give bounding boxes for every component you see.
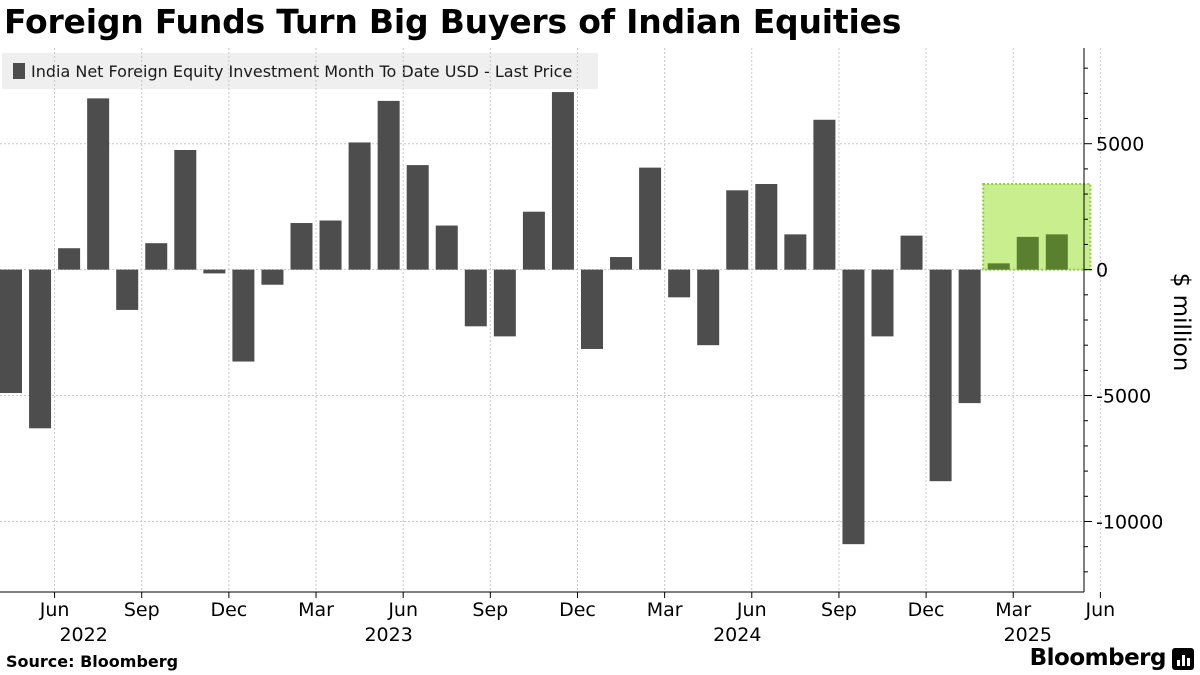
bar-jan-2025 [929,269,952,482]
x-tick-label-5: Sep [472,599,508,621]
y-tick-label-3: -10000 [1096,511,1163,533]
bar-may-2022 [0,269,22,394]
legend-label: India Net Foreign Equity Investment Mont… [31,61,573,81]
x-year-label-0: 2022 [59,624,107,646]
x-tick-label-8: Jun [736,599,767,621]
bar-mar-2023 [290,223,313,270]
y-axis-title: $ million [1168,273,1194,372]
bar-nov-2024 [871,269,894,337]
x-year-label-2: 2024 [713,624,761,646]
y-tick-label-2: -5000 [1096,386,1151,408]
bar-nov-2022 [174,150,197,270]
bar-mar-2024 [639,167,662,270]
bar-may-2023 [348,142,371,270]
bar-jun-2023 [377,100,400,270]
y-tick-label-0: 5000 [1096,134,1144,156]
bar-mar-2025 [987,263,1010,270]
brand-logo-text: Bloomberg [1029,645,1167,671]
y-tick-label-1: 0 [1096,260,1108,282]
bar-jul-2024 [755,184,778,270]
bar-feb-2025 [958,269,981,404]
bar-may-2024 [697,269,720,346]
legend-swatch [13,63,25,79]
x-year-label-3: 2025 [1004,624,1052,646]
bar-oct-2022 [145,243,168,270]
bar-jun-2024 [726,190,749,270]
bar-jul-2022 [58,248,81,270]
bar-oct-2023 [493,269,516,337]
bar-dec-2024 [900,235,923,270]
bar-jul-2023 [406,165,429,270]
bar-sep-2023 [464,269,487,327]
x-tick-label-11: Mar [995,599,1031,621]
bar-may-2025 [1045,234,1068,270]
bar-feb-2024 [610,257,633,270]
bar-dec-2022 [203,269,226,274]
chart-legend: India Net Foreign Equity Investment Mont… [2,53,598,89]
source-note: Source: Bloomberg [6,652,179,671]
bar-apr-2023 [319,220,342,270]
bar-apr-2025 [1016,236,1039,270]
bar-sep-2022 [116,269,139,310]
x-tick-label-2: Dec [210,599,247,621]
bar-jan-2024 [581,269,603,349]
bar-oct-2024 [842,269,865,545]
x-tick-label-0: Jun [39,599,70,621]
x-year-label-1: 2023 [364,624,412,646]
chart-title: Foreign Funds Turn Big Buyers of Indian … [4,2,902,41]
bar-dec-2023 [551,92,574,270]
bar-nov-2023 [522,211,545,270]
bloomberg-chart-icon [1172,648,1194,670]
bar-feb-2023 [261,269,284,285]
x-tick-label-4: Jun [387,599,418,621]
x-tick-label-6: Dec [559,599,596,621]
bar-sep-2024 [813,119,836,270]
bar-jun-2022 [29,269,52,429]
bar-apr-2024 [668,269,691,298]
bar-aug-2024 [784,234,807,270]
x-tick-label-12: Jun [1085,599,1116,621]
x-tick-label-3: Mar [298,599,334,621]
x-tick-label-10: Dec [908,599,945,621]
x-tick-label-7: Mar [647,599,683,621]
bar-aug-2022 [87,98,110,270]
bar-jan-2023 [232,269,255,362]
x-tick-label-9: Sep [821,599,857,621]
bar-aug-2023 [435,225,458,270]
x-tick-label-1: Sep [124,599,160,621]
